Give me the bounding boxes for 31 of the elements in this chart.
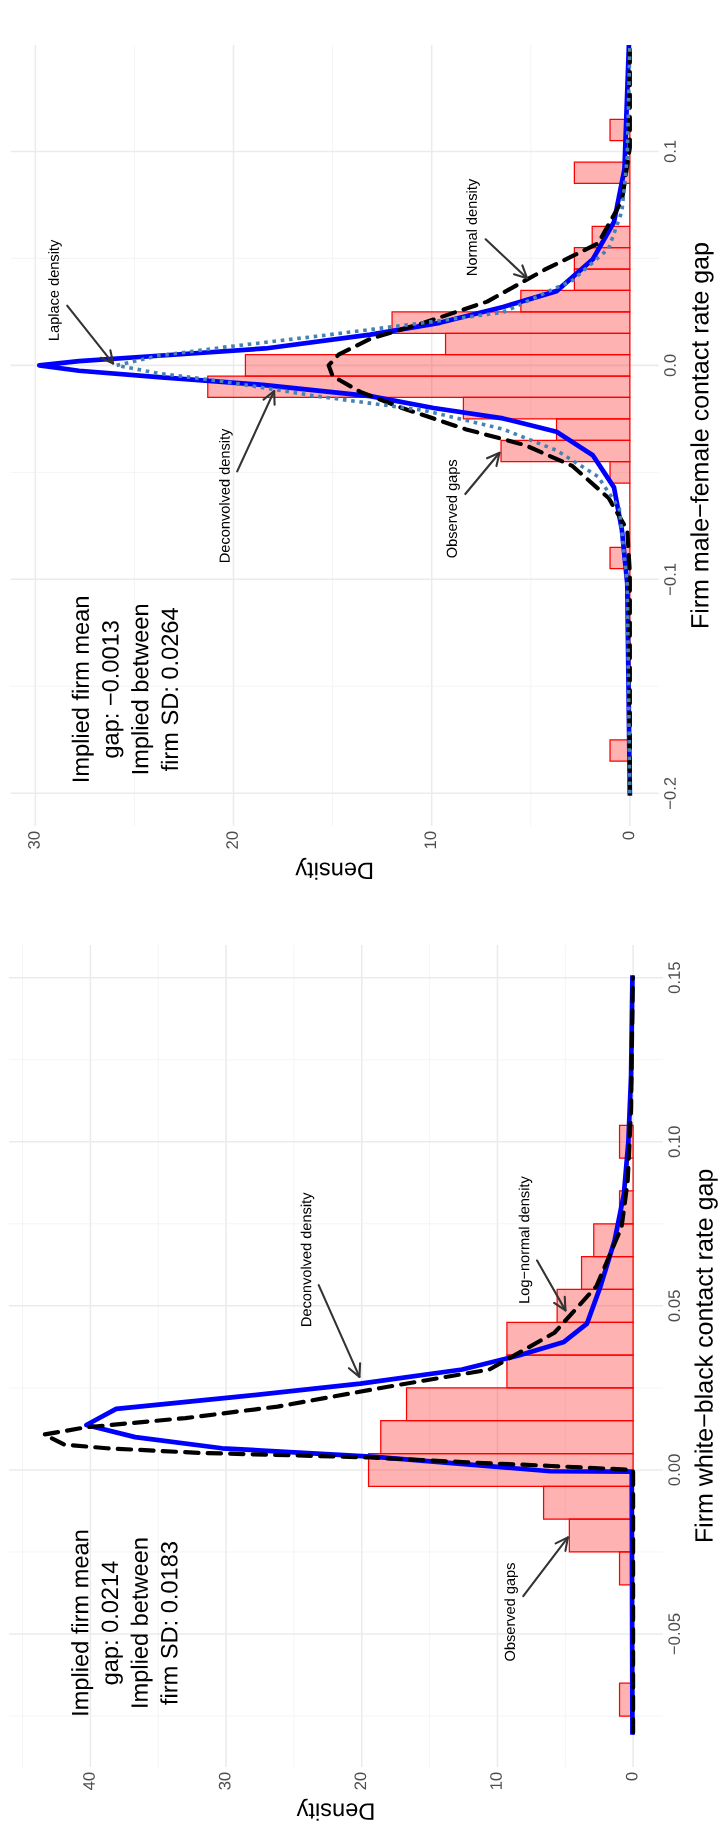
x-axis-title: Density (295, 857, 373, 880)
annotation: Observed gaps (504, 1563, 518, 1661)
y-axis-title: Firm white−black contact rate gap (694, 1169, 718, 1542)
annotation: Deconvolved density (300, 1192, 315, 1326)
x-tick-label: 20 (354, 1772, 367, 1790)
annotation: Log−normal density (518, 1176, 533, 1303)
annotation: Implied firm mean gap: 0.0214 Implied between firm SD: 0.0183 (71, 1530, 178, 1715)
y-tick-label: 0.1 (664, 140, 676, 163)
x-tick-label: 30 (218, 1772, 231, 1790)
annotation: Deconvolved density (219, 428, 233, 562)
annotation: Implied firm mean gap: −0.0013 Implied between firm SD: 0.0264 (71, 597, 179, 782)
y-tick-label: −0.05 (668, 1613, 681, 1655)
x-tick-label: 10 (490, 1772, 502, 1790)
y-tick-label: 0.0 (664, 354, 676, 377)
x-tick-label: 10 (424, 831, 437, 849)
x-tick-label: 30 (28, 831, 40, 849)
x-tick-label: 0 (625, 1772, 638, 1781)
x-tick-label: 40 (83, 1772, 95, 1790)
y-tick-label: −0.1 (664, 563, 676, 595)
y-tick-label: 0.05 (668, 1290, 681, 1322)
annotation: Observed gaps (446, 459, 460, 558)
y-tick-label: −0.2 (664, 777, 676, 809)
annotation: Laplace density (48, 239, 62, 340)
x-tick-label: 0 (622, 831, 635, 840)
y-tick-label: 0.15 (668, 962, 681, 994)
y-tick-label: 0.10 (668, 1126, 681, 1158)
annotation: Normal density (466, 178, 480, 275)
y-axis-title: Firm male−female contact rate gap (690, 243, 714, 627)
y-tick-label: 0.00 (668, 1454, 681, 1486)
x-axis-title: Density (296, 1798, 374, 1821)
x-tick-label: 20 (226, 831, 238, 849)
